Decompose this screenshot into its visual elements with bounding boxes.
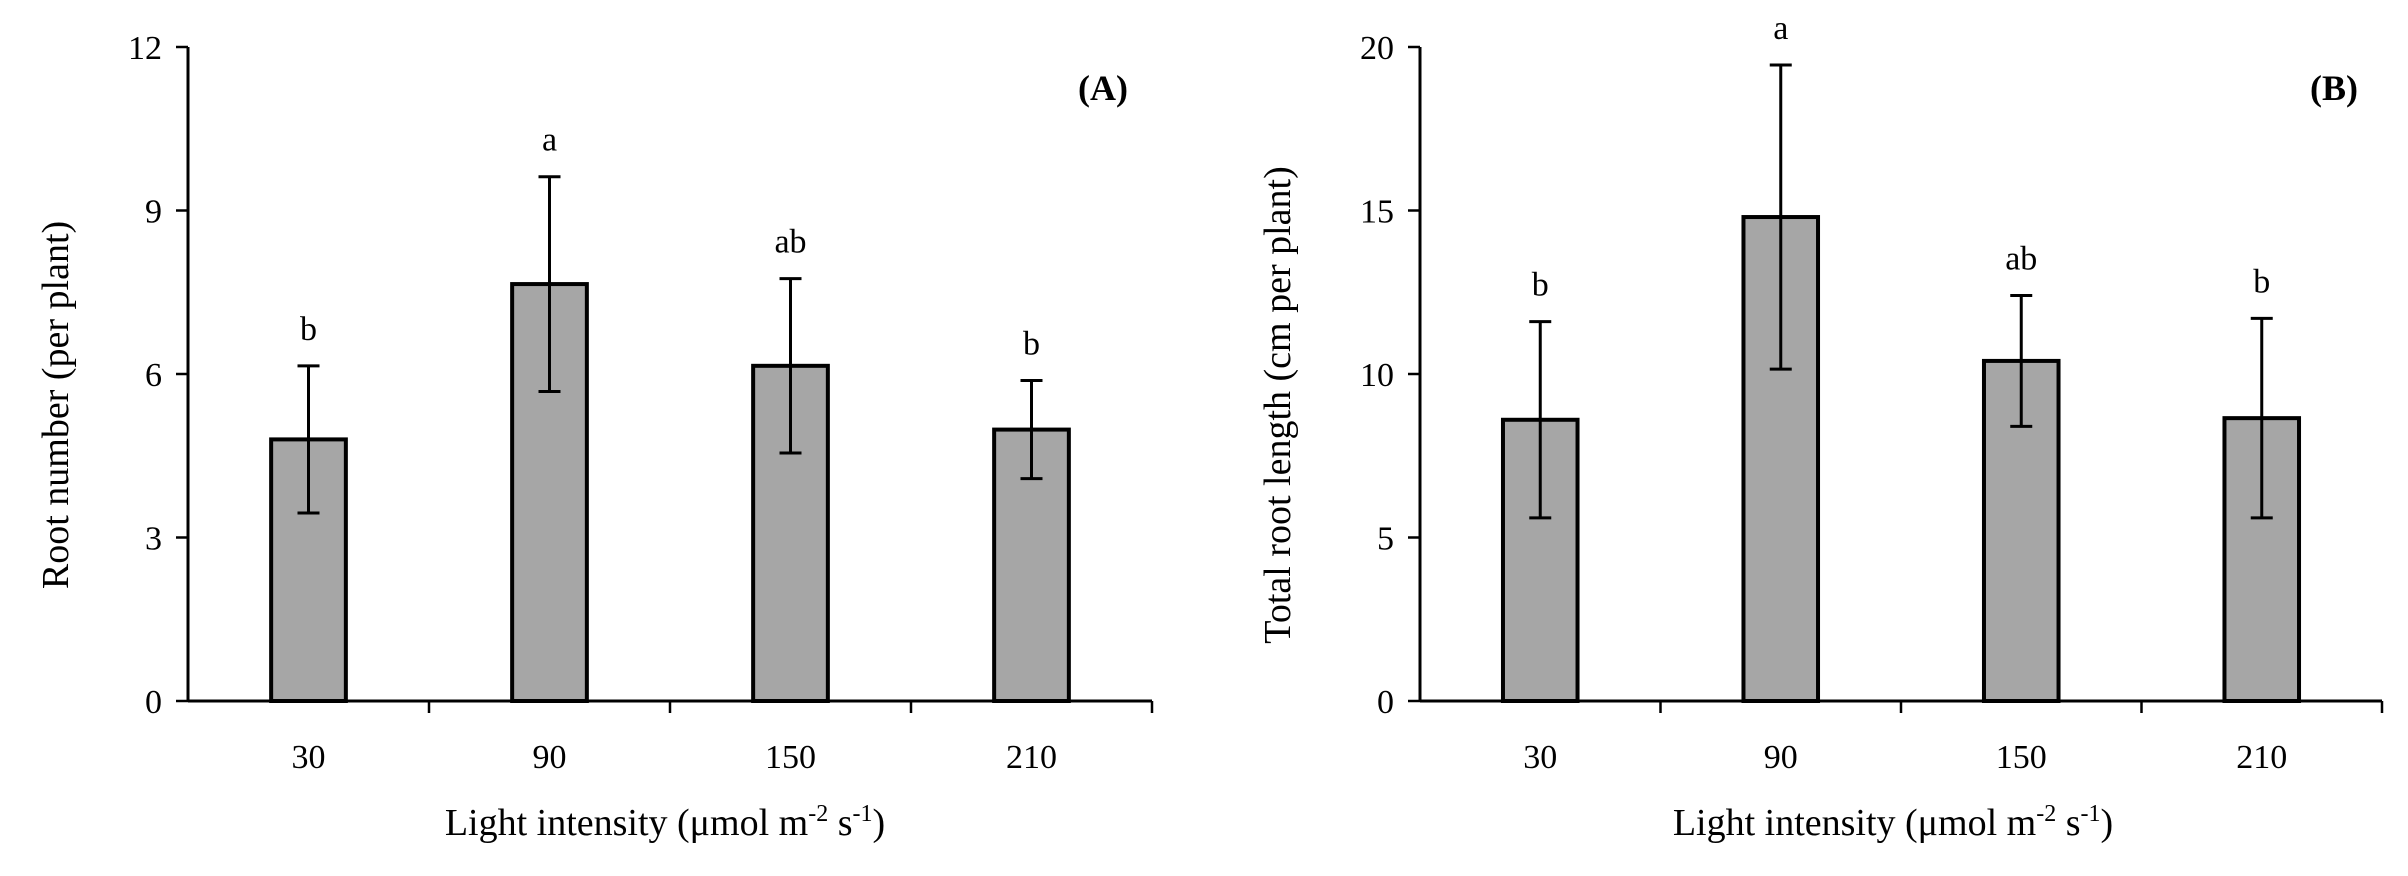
y-tick-label: 15 — [1360, 194, 1394, 231]
bar — [992, 427, 1071, 703]
significance-label: ab — [2005, 241, 2037, 278]
x-tick-label: 210 — [2236, 739, 2287, 776]
y-tick-label: 3 — [145, 521, 162, 558]
significance-label: b — [1532, 267, 1549, 304]
significance-label: b — [2253, 263, 2270, 300]
y-axis-title: Root number (per plant) — [35, 221, 77, 589]
y-tick-label: 0 — [145, 684, 162, 721]
panel-label: (A) — [1078, 68, 1128, 108]
y-tick-label: 9 — [145, 194, 162, 231]
panel-b: Total root length (cm per plant) Light i… — [1257, 10, 2384, 844]
panel-label: (B) — [2310, 68, 2358, 108]
x-tick-label: 150 — [765, 739, 816, 776]
y-tick-label: 12 — [128, 30, 162, 67]
significance-label: a — [1773, 10, 1788, 47]
significance-label: b — [300, 311, 317, 348]
x-tick-label: 210 — [1006, 739, 1057, 776]
y-tick-label: 6 — [145, 357, 162, 394]
x-axis-title: Light intensity (μmol m-2 s-1) — [1673, 801, 2113, 844]
significance-label: a — [542, 122, 557, 159]
panel-a: Root number (per plant) Light intensity … — [35, 30, 1154, 844]
x-tick-label: 30 — [1523, 739, 1557, 776]
significance-label: b — [1023, 326, 1040, 363]
y-tick-label: 0 — [1377, 684, 1394, 721]
y-axis-title: Total root length (cm per plant) — [1257, 166, 1299, 643]
x-tick-label: 90 — [533, 739, 567, 776]
x-axis-title: Light intensity (μmol m-2 s-1) — [445, 801, 885, 844]
y-tick-label: 20 — [1360, 30, 1394, 67]
x-tick-label: 90 — [1764, 739, 1798, 776]
y-tick-label: 5 — [1377, 521, 1394, 558]
x-tick-label: 30 — [292, 739, 326, 776]
y-tick-label: 10 — [1360, 357, 1394, 394]
x-tick-label: 150 — [1996, 739, 2047, 776]
significance-label: ab — [774, 224, 806, 261]
